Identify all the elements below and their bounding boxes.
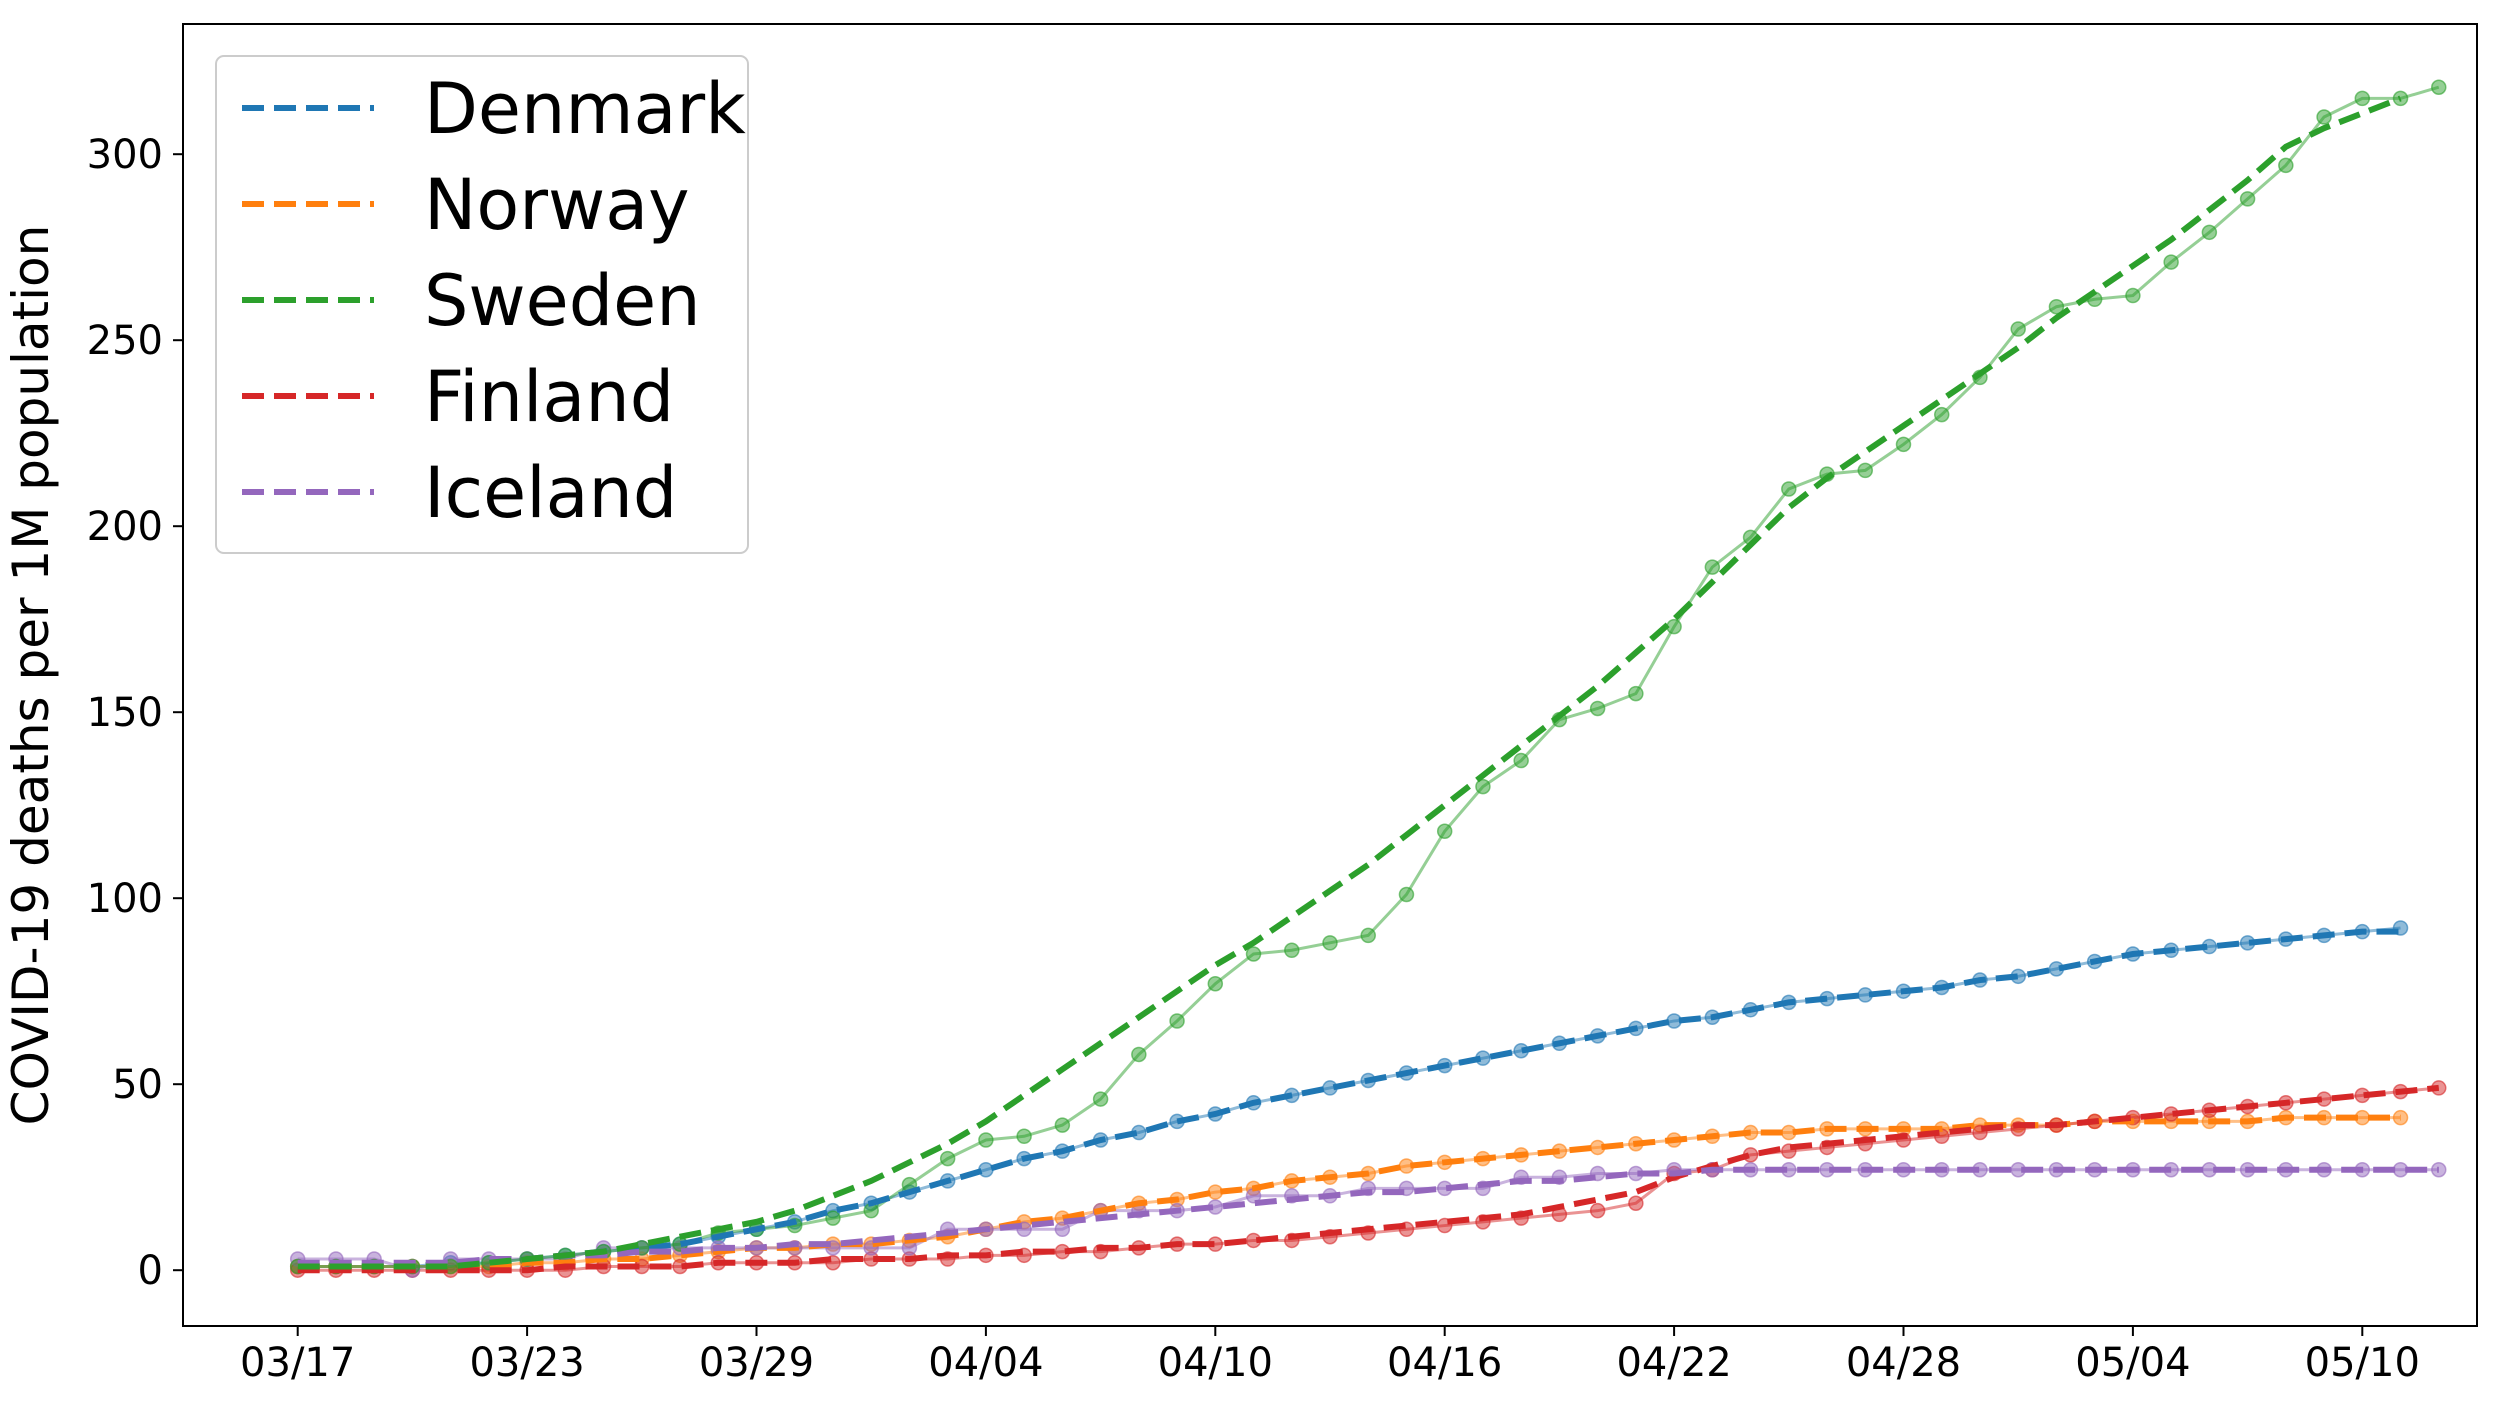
legend-box — [215, 55, 749, 554]
axes: 03/17 03/23 03/29 04/04 04/10 04/16 04/22 04/28… — [2, 23, 2478, 1386]
data-point — [1054, 1221, 1071, 1238]
data-point — [1169, 1013, 1185, 1029]
y-tick-label: 0 — [138, 1248, 163, 1294]
data-point — [1245, 946, 1262, 962]
x-tick-label: 03/17 — [240, 1340, 355, 1386]
series-finland-trend — [297, 1084, 2440, 1274]
data-point — [1054, 1117, 1071, 1133]
data-point — [2278, 157, 2294, 174]
legend: Denmark Norway Sweden Finland Iceland — [215, 55, 749, 554]
y-tick-label: 150 — [87, 690, 163, 736]
data-point — [2163, 254, 2179, 270]
y-tick-label: 200 — [87, 504, 163, 550]
data-point — [1895, 436, 1912, 453]
data-point — [1513, 752, 1529, 769]
data-point — [1436, 823, 1453, 839]
data-point — [2431, 79, 2447, 95]
x-tick-label: 04/04 — [928, 1340, 1043, 1386]
data-point — [1284, 942, 1300, 959]
x-tick-label: 03/29 — [699, 1340, 814, 1386]
data-point — [1857, 462, 1874, 479]
data-point — [1781, 481, 1797, 497]
data-point — [2354, 90, 2371, 107]
y-tick-label: 100 — [87, 876, 163, 922]
series-iceland-trend — [297, 1166, 2439, 1266]
series-denmark-trend — [297, 928, 2401, 1270]
y-tick-label: 300 — [87, 132, 163, 178]
data-point — [939, 1150, 956, 1167]
data-point — [1628, 685, 1644, 702]
data-point — [1207, 1184, 1224, 1200]
legend-item-finland: Finland — [242, 356, 674, 438]
x-tick-label: 05/04 — [2075, 1340, 2190, 1386]
legend-item-sweden: Sweden — [242, 260, 701, 342]
data-point — [2125, 287, 2141, 304]
data-point — [1092, 1091, 1109, 1107]
y-tick-label: 250 — [87, 318, 163, 364]
plot-frame — [182, 23, 2478, 1327]
series-sweden-trend — [297, 95, 2402, 1270]
legend-label: Norway — [424, 164, 690, 246]
y-tick-label: 50 — [112, 1062, 163, 1108]
data-point — [1589, 700, 1606, 717]
data-point — [1933, 406, 1950, 423]
x-axis: 03/17 03/23 03/29 04/04 04/10 04/16 04/22 04/28… — [240, 1326, 2420, 1386]
data-point — [1016, 1128, 1032, 1145]
legend-item-norway: Norway — [242, 164, 690, 246]
legend-item-denmark: Denmark — [242, 68, 746, 150]
data-point — [825, 1210, 841, 1226]
x-tick-label: 04/28 — [1846, 1340, 1961, 1386]
data-point — [2239, 191, 2256, 207]
legend-label: Iceland — [424, 452, 677, 534]
data-point — [1322, 935, 1338, 951]
plot-area — [289, 79, 2447, 1278]
data-point — [978, 1132, 994, 1148]
legend-label: Sweden — [424, 260, 701, 342]
data-point — [1628, 1195, 1644, 1211]
legend-label: Finland — [424, 356, 674, 438]
y-axis: 0 50 100 150 200 250 300 — [87, 132, 183, 1294]
legend-item-iceland: Iceland — [242, 452, 677, 534]
x-tick-label: 05/10 — [2305, 1340, 2420, 1386]
data-point — [1398, 886, 1415, 903]
legend-label: Denmark — [424, 68, 746, 150]
data-point — [2201, 224, 2218, 241]
data-point — [1589, 1202, 1606, 1219]
data-point — [1475, 778, 1491, 795]
x-tick-label: 03/23 — [469, 1340, 584, 1386]
x-tick-label: 04/16 — [1387, 1340, 1502, 1386]
data-point — [1704, 559, 1721, 575]
data-point — [1131, 1046, 1147, 1063]
data-point — [1207, 976, 1224, 992]
x-tick-label: 04/10 — [1158, 1340, 1273, 1386]
y-axis-label: COVID-19 deaths per 1M population — [2, 225, 60, 1126]
data-point — [1360, 927, 1376, 944]
x-tick-label: 04/22 — [1616, 1340, 1731, 1386]
data-point — [2010, 321, 2026, 337]
data-point — [2048, 298, 2065, 315]
data-point — [2316, 109, 2332, 125]
